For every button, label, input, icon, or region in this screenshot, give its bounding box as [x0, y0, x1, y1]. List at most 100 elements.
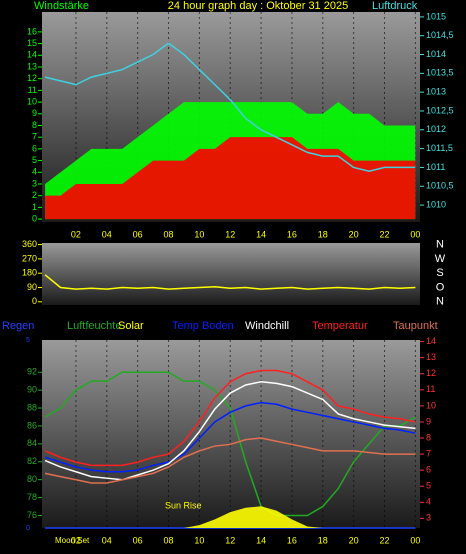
legend-entry: Regen [2, 320, 34, 332]
x-tick-label: 16 [287, 229, 297, 239]
y3-tick-label: 0 [26, 525, 30, 532]
y-tick-label: 78 [27, 492, 37, 502]
x-tick-label: 20 [349, 535, 359, 545]
y-tick-label: 15 [27, 38, 37, 48]
legend-entry: Solar [118, 320, 144, 332]
legend-entry: Temp Boden [172, 320, 234, 332]
x-tick-label: 06 [133, 229, 143, 239]
y-axis-label: Windstärke [34, 0, 89, 12]
x-tick-label: 06 [133, 535, 143, 545]
series-line [44, 437, 416, 484]
series-line [44, 42, 416, 172]
x-tick-label: 10 [194, 535, 204, 545]
x-tick-label: 12 [225, 535, 235, 545]
x-tick-label: 02 [71, 535, 81, 545]
y2-tick-label: 5 [426, 481, 431, 491]
y-tick-label: 180 [22, 268, 37, 278]
y-tick-label: 92 [27, 367, 37, 377]
y-tick-label: 86 [27, 420, 37, 430]
y-tick-label: 6 [32, 143, 37, 153]
x-tick-label: 02 [71, 229, 81, 239]
y-tick-label: 2 [32, 190, 37, 200]
y2-tick-label: 1014,5 [426, 30, 454, 40]
y2-axis-label: Luftdruck [372, 0, 418, 12]
y2-tick-label: 4 [426, 497, 431, 507]
legend-entry: Windchill [245, 320, 289, 332]
y2-tick-label: 10 [426, 400, 436, 410]
x-tick-label: 10 [194, 229, 204, 239]
y-tick-label: 13 [27, 61, 37, 71]
series-line [44, 371, 416, 517]
compass-label: W [435, 253, 446, 265]
y2-tick-label: 13 [426, 352, 436, 362]
y2-tick-label: 1012,5 [426, 105, 454, 115]
y2-tick-label: 1013,5 [426, 68, 454, 78]
y3-tick-label: 5 [26, 337, 30, 344]
annotation: Sun Rise [165, 500, 202, 510]
y-tick-label: 0 [32, 213, 37, 223]
y2-tick-label: 12 [426, 368, 436, 378]
x-tick-label: 18 [318, 229, 328, 239]
y2-tick-label: 7 [426, 448, 431, 458]
series-line [44, 401, 416, 473]
compass-label: N [436, 296, 444, 308]
series-line [44, 274, 416, 290]
y-tick-label: 10 [27, 96, 37, 106]
y2-tick-label: 11 [426, 384, 435, 394]
y-tick-label: 16 [27, 26, 37, 36]
y-tick-label: 88 [27, 402, 37, 412]
y2-tick-label: 9 [426, 416, 431, 426]
y2-tick-label: 1014 [426, 49, 446, 59]
compass-label: S [436, 267, 443, 279]
y-tick-label: 270 [22, 253, 37, 263]
y2-tick-label: 1012 [426, 124, 446, 134]
x-tick-label: 20 [349, 229, 359, 239]
x-tick-label: 18 [318, 535, 328, 545]
x-tick-label: 00 [410, 229, 420, 239]
y2-tick-label: 1010,5 [426, 181, 454, 191]
compass-label: N [436, 238, 444, 250]
y-tick-label: 5 [32, 155, 37, 165]
x-tick-label: 16 [287, 535, 297, 545]
y2-tick-label: 1011 [426, 162, 445, 172]
y-tick-label: 0 [32, 296, 37, 306]
y-tick-label: 3 [32, 178, 37, 188]
y2-tick-label: 8 [426, 432, 431, 442]
y-tick-label: 82 [27, 456, 37, 466]
series-line [44, 381, 416, 481]
y2-tick-label: 1013 [426, 87, 446, 97]
legend-entry: Luftfeuchte [67, 320, 121, 332]
y-tick-label: 11 [28, 85, 37, 95]
plot-background [42, 340, 420, 528]
y-tick-label: 76 [27, 510, 37, 520]
y-tick-label: 90 [27, 282, 37, 292]
y-tick-label: 360 [22, 239, 37, 249]
x-tick-label: 04 [102, 229, 112, 239]
y-tick-label: 8 [32, 120, 37, 130]
y-tick-label: 80 [27, 474, 37, 484]
x-tick-label: 14 [256, 535, 266, 545]
y-tick-label: 14 [27, 50, 37, 60]
y2-tick-label: 1011,5 [426, 143, 453, 153]
series-area [45, 506, 416, 528]
y-tick-label: 9 [32, 108, 37, 118]
y2-tick-label: 6 [426, 465, 431, 475]
y-tick-label: 84 [27, 438, 37, 448]
legend-entry: Temperatur [312, 320, 368, 332]
y2-tick-label: 3 [426, 513, 431, 523]
y-tick-label: 12 [27, 73, 37, 83]
y-tick-label: 1 [32, 202, 37, 212]
plot-background [42, 243, 420, 305]
y-tick-label: 7 [32, 132, 37, 142]
x-tick-label: 22 [380, 535, 390, 545]
x-tick-label: 12 [225, 229, 235, 239]
series-line [44, 369, 416, 467]
legend-entry: Taupunkt [393, 320, 438, 332]
y-tick-label: 90 [27, 385, 37, 395]
series-area [45, 137, 416, 220]
annotation: Moon Set [55, 536, 90, 545]
y2-tick-label: 1010 [426, 199, 446, 209]
x-tick-label: 22 [380, 229, 390, 239]
compass-label: O [436, 281, 445, 293]
